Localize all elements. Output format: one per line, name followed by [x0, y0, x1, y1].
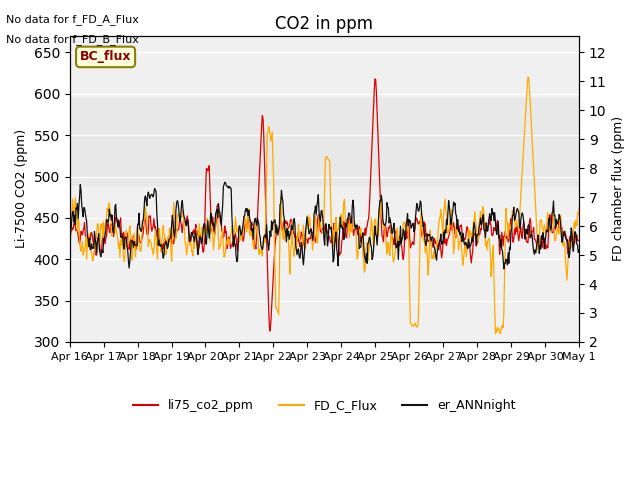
- FD_C_Flux: [206, 238, 214, 244]
- li75_co2_ppm: [387, 230, 395, 236]
- li75_co2_ppm: [266, 328, 274, 334]
- er_ANNnight: [179, 206, 187, 212]
- FD_C_Flux: [497, 331, 504, 336]
- FD_C_Flux: [575, 205, 583, 211]
- Line: er_ANNnight: er_ANNnight: [70, 182, 579, 269]
- li75_co2_ppm: [206, 186, 214, 192]
- er_ANNnight: [500, 266, 508, 272]
- er_ANNnight: [75, 204, 83, 210]
- Y-axis label: FD chamber flux (ppm): FD chamber flux (ppm): [612, 116, 625, 262]
- FD_C_Flux: [401, 220, 408, 226]
- li75_co2_ppm: [371, 76, 379, 82]
- li75_co2_ppm: [575, 238, 583, 243]
- Bar: [70, 98, 579, 185]
- Title: CO2 in ppm: CO2 in ppm: [275, 15, 373, 33]
- er_ANNnight: [575, 247, 583, 253]
- FD_C_Flux: [179, 208, 187, 214]
- Line: li75_co2_ppm: li75_co2_ppm: [70, 79, 579, 331]
- Y-axis label: Li-7500 CO2 (ppm): Li-7500 CO2 (ppm): [15, 130, 28, 249]
- FD_C_Flux: [66, 238, 74, 244]
- li75_co2_ppm: [403, 230, 410, 236]
- er_ANNnight: [221, 180, 228, 185]
- er_ANNnight: [206, 228, 214, 233]
- FD_C_Flux: [75, 219, 83, 225]
- li75_co2_ppm: [127, 237, 135, 242]
- Text: No data for f_FD_B_Flux: No data for f_FD_B_Flux: [6, 34, 140, 45]
- Line: FD_C_Flux: FD_C_Flux: [70, 77, 579, 334]
- li75_co2_ppm: [179, 221, 187, 227]
- Legend: li75_co2_ppm, FD_C_Flux, er_ANNnight: li75_co2_ppm, FD_C_Flux, er_ANNnight: [128, 394, 521, 417]
- li75_co2_ppm: [66, 232, 74, 238]
- Text: No data for f_FD_A_Flux: No data for f_FD_A_Flux: [6, 14, 140, 25]
- FD_C_Flux: [524, 74, 532, 80]
- FD_C_Flux: [386, 253, 394, 259]
- li75_co2_ppm: [75, 238, 83, 244]
- er_ANNnight: [387, 219, 394, 225]
- FD_C_Flux: [127, 233, 135, 239]
- er_ANNnight: [401, 237, 409, 242]
- Text: BC_flux: BC_flux: [80, 50, 131, 63]
- er_ANNnight: [66, 222, 74, 228]
- er_ANNnight: [127, 238, 135, 243]
